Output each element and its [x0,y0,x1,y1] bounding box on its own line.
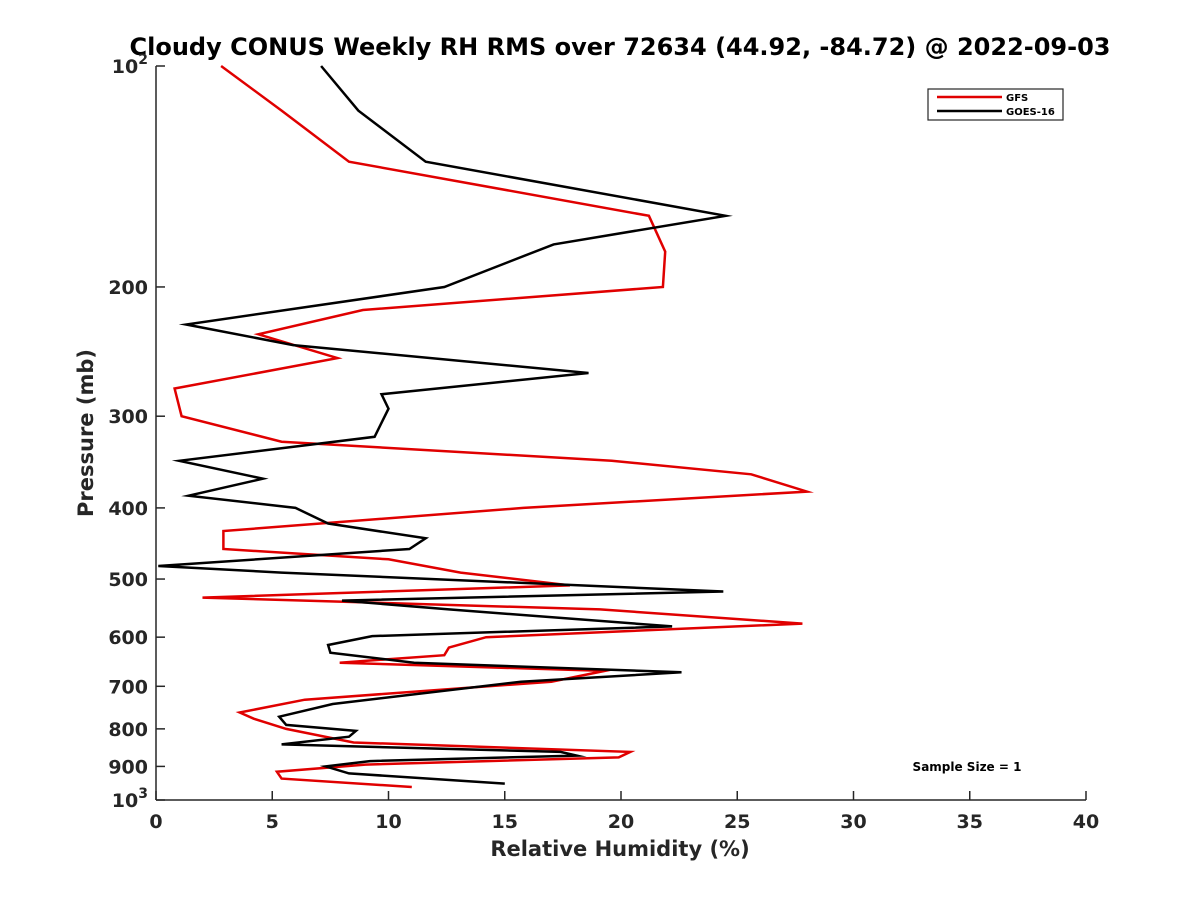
y-tick-label: 102 [112,52,148,78]
series-line-goes16 [158,65,733,785]
y-axis-label: Pressure (mb) [74,349,98,517]
y-tick-label: 300 [108,406,148,428]
legend-label-gfs: GFS [1006,93,1028,104]
x-tick-label: 15 [492,811,518,833]
legend: GFS GOES-16 [927,88,1064,121]
y-tick-label: 400 [108,498,148,520]
x-tick-label: 10 [375,811,401,833]
y-ticks: 102 200 300 400 500 600 700 800 900 103 [108,52,165,812]
axes: 0 5 10 15 20 25 30 35 40 102 200 300 400 500 600 700 80… [108,52,1099,833]
x-tick-label: 5 [266,811,279,833]
x-tick-label: 0 [149,811,162,833]
x-tick-label: 35 [957,811,983,833]
y-tick-label: 900 [108,756,148,778]
y-tick-label: 500 [108,569,148,591]
y-tick-label: 800 [108,719,148,741]
x-ticks: 0 5 10 15 20 25 30 35 40 [149,791,1099,833]
x-axis-label: Relative Humidity (%) [490,837,749,861]
chart-title: Cloudy CONUS Weekly RH RMS over 72634 (4… [130,33,1111,61]
sample-size-annotation: Sample Size = 1 [913,760,1022,774]
x-tick-label: 25 [724,811,750,833]
x-tick-label: 30 [840,811,866,833]
y-tick-label: 700 [108,676,148,698]
series-layer [158,64,814,789]
legend-label-goes16: GOES-16 [1006,107,1055,118]
y-tick-label: 200 [108,277,148,299]
y-tick-label: 103 [112,786,148,812]
x-tick-label: 40 [1073,811,1099,833]
y-tick-label: 600 [108,627,148,649]
x-tick-label: 20 [608,811,634,833]
legend-box [927,88,1064,121]
